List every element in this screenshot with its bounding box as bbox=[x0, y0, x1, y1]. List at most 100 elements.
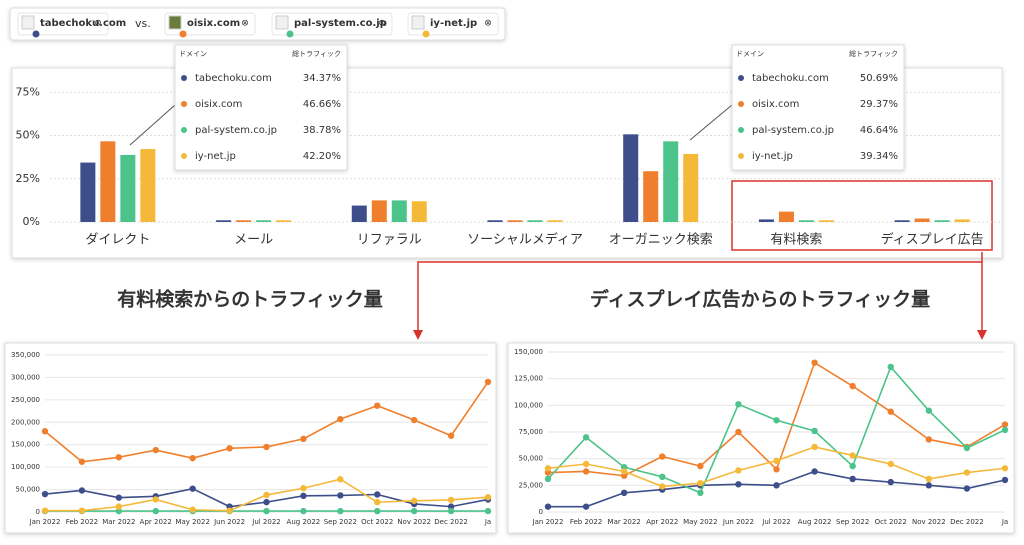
tooltip bbox=[731, 44, 905, 171]
point bbox=[925, 475, 933, 483]
x-tick-label: Sep 2022 bbox=[836, 518, 869, 526]
arrow bbox=[417, 252, 983, 330]
point bbox=[544, 465, 552, 472]
x-tick-label: Jul 2022 bbox=[761, 518, 791, 526]
y-tick-label: 150,000 bbox=[514, 348, 543, 356]
x-tick-label[interactable]: オーガニック検索 bbox=[609, 233, 713, 248]
bar bbox=[80, 162, 96, 222]
domain-dot bbox=[422, 30, 430, 38]
point bbox=[374, 498, 381, 506]
bar bbox=[758, 219, 774, 222]
chip[interactable] bbox=[164, 12, 256, 36]
point bbox=[263, 498, 270, 506]
y-tick-label: 25% bbox=[16, 172, 40, 185]
point bbox=[189, 485, 196, 492]
x-tick-label: Mar 2022 bbox=[608, 518, 641, 526]
point bbox=[78, 507, 86, 514]
pointer-line bbox=[129, 104, 176, 146]
y-tick-label: 125,000 bbox=[514, 375, 543, 383]
domain-name: oisix.com bbox=[187, 18, 240, 29]
point bbox=[447, 496, 455, 504]
y-tick-label: 75% bbox=[16, 85, 40, 98]
bar bbox=[663, 141, 679, 222]
point bbox=[697, 480, 704, 487]
point bbox=[337, 507, 344, 515]
bar bbox=[934, 220, 950, 222]
tooltip-value: 46.66% bbox=[303, 99, 341, 110]
x-tick-label: Nov 2022 bbox=[912, 518, 946, 526]
point bbox=[849, 475, 856, 483]
point bbox=[925, 482, 933, 489]
y-tick-label: 250,000 bbox=[11, 396, 40, 404]
point bbox=[263, 491, 270, 499]
bar bbox=[256, 220, 272, 222]
y-tick-label: 100,000 bbox=[11, 463, 40, 471]
y-tick-label: 150,000 bbox=[11, 441, 40, 449]
point bbox=[447, 432, 455, 439]
point bbox=[152, 496, 159, 503]
chip[interactable] bbox=[407, 12, 499, 36]
point bbox=[735, 401, 742, 408]
close-icon: ⊗ bbox=[378, 19, 386, 29]
tooltip-domain: tabechoku.com bbox=[195, 73, 272, 84]
x-tick-label: Jul 2022 bbox=[251, 518, 281, 526]
tooltip-header: ドメイン bbox=[736, 50, 764, 58]
domain-dot bbox=[286, 30, 294, 38]
bar bbox=[236, 220, 252, 222]
arrow-head bbox=[413, 330, 987, 340]
point bbox=[189, 454, 196, 462]
point bbox=[484, 378, 492, 386]
point bbox=[152, 507, 159, 515]
bar bbox=[411, 201, 427, 222]
favicon bbox=[275, 15, 289, 30]
x-tick-label[interactable]: ソーシャルメディア bbox=[467, 232, 583, 248]
y-tick-label: 25,000 bbox=[519, 481, 544, 489]
x-tick-label[interactable]: ディスプレイ広告 bbox=[881, 232, 984, 248]
chip[interactable] bbox=[271, 12, 393, 36]
x-tick-label: Jun 2022 bbox=[213, 518, 245, 526]
point bbox=[925, 407, 933, 414]
tooltip-value: 29.37% bbox=[860, 99, 898, 110]
x-tick-label: May 2022 bbox=[175, 518, 210, 526]
x-tick-label: Nov 2022 bbox=[397, 518, 431, 526]
y-tick-label: 200,000 bbox=[11, 418, 40, 426]
tooltip-domain: pal-system.co.jp bbox=[195, 125, 277, 136]
point bbox=[735, 481, 742, 488]
bar bbox=[527, 220, 543, 222]
point bbox=[849, 462, 856, 470]
x-tick-label: Jun 2022 bbox=[722, 518, 754, 526]
point bbox=[773, 466, 780, 473]
bar bbox=[623, 134, 639, 222]
x-tick-label[interactable]: リファラル bbox=[357, 233, 422, 248]
point bbox=[963, 444, 971, 452]
tooltip bbox=[174, 44, 348, 171]
x-tick-label[interactable]: 有料検索 bbox=[770, 233, 822, 248]
heading: 有料検索からのトラフィック量 bbox=[117, 288, 383, 311]
tooltip-value: 46.64% bbox=[860, 125, 898, 136]
favicon bbox=[411, 15, 425, 30]
point bbox=[337, 492, 344, 499]
point bbox=[152, 446, 159, 454]
point bbox=[410, 507, 418, 515]
point bbox=[887, 460, 894, 468]
point bbox=[78, 487, 86, 494]
tooltip-value: 34.37% bbox=[303, 73, 341, 84]
y-tick-label: 100,000 bbox=[514, 401, 543, 409]
tooltip-value: 39.34% bbox=[860, 151, 898, 162]
tooltip-header: 総トラフィック bbox=[849, 49, 898, 58]
domain-name: pal-system.co.jp bbox=[294, 18, 387, 29]
close-icon: ⊗ bbox=[94, 19, 102, 29]
y-tick-label: 350,000 bbox=[11, 351, 40, 359]
y-tick-label: 50,000 bbox=[519, 455, 544, 463]
tooltip-dot bbox=[181, 101, 187, 107]
x-tick-label: Dec 2022 bbox=[950, 518, 984, 526]
point bbox=[963, 469, 971, 476]
bar bbox=[798, 220, 814, 222]
point bbox=[337, 415, 344, 423]
tooltip-domain: oisix.com bbox=[752, 99, 799, 110]
vs-label: vs. bbox=[135, 17, 151, 30]
point bbox=[1001, 421, 1009, 428]
chip[interactable] bbox=[17, 12, 109, 36]
x-tick-label: Sep 2022 bbox=[324, 518, 357, 526]
